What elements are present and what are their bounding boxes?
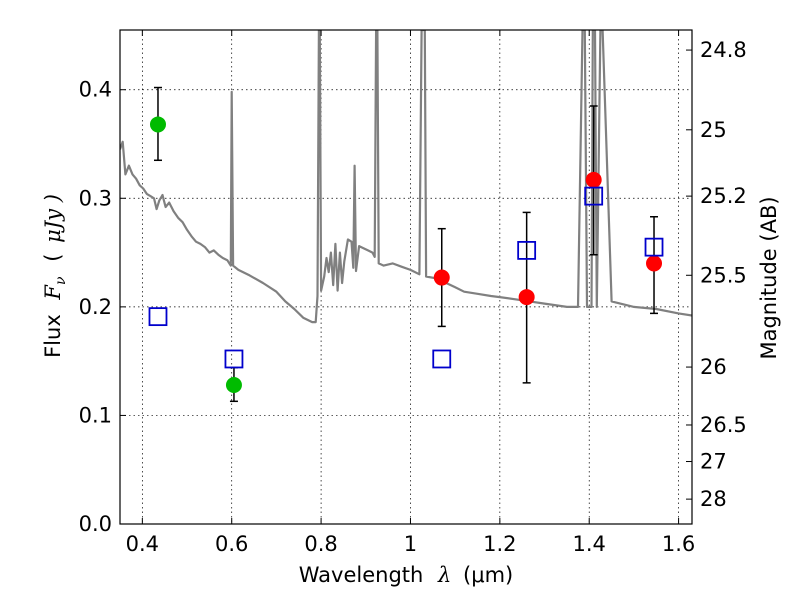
right-tick-label: 28 [700, 487, 727, 511]
right-tick-label: 25.2 [700, 184, 747, 208]
plot-area [120, 30, 692, 403]
model-flux-square [224, 349, 244, 369]
right-tick-label: 24.8 [700, 38, 747, 62]
right-tick-label: 25 [700, 118, 727, 142]
x-tick-label: 0.4 [126, 532, 159, 556]
x-axis-label-symbol: λ [437, 563, 451, 587]
y-axis-label-prefix: Flux [41, 314, 65, 358]
y-axis-label-symbol: F [41, 284, 65, 301]
y-tick-label: 0.2 [79, 295, 112, 319]
y-tick-label: 0.1 [79, 403, 112, 427]
model-flux-square [432, 349, 452, 369]
right-tick-label: 26 [700, 355, 727, 379]
y-tick-label: 0.3 [79, 186, 112, 210]
x-tick-label: 0.8 [304, 532, 337, 556]
y-axis-label-open: ( [41, 254, 65, 262]
x-axis-label-prefix: Wavelength [299, 563, 424, 587]
red-data-point [585, 171, 602, 188]
template-spectrum-line [120, 30, 692, 324]
right-axis-label: Magnitude (AB) [757, 196, 781, 359]
x-tick-label: 1 [404, 532, 417, 556]
y-tick-label: 0.0 [79, 512, 112, 536]
model-flux-square [644, 237, 664, 257]
y-axis-label-subscript: ν [53, 276, 69, 285]
right-tick-label: 25.5 [700, 263, 747, 287]
green-data-point [225, 377, 242, 394]
grid-lines [120, 30, 692, 525]
model-flux-square [517, 240, 537, 260]
green-data-point [149, 116, 166, 133]
x-axis-label-open: ( [463, 563, 471, 587]
x-tick-label: 0.6 [215, 532, 248, 556]
x-axis-label: Wavelength λ (μm) [299, 563, 513, 587]
model-flux-square [584, 186, 604, 206]
model-flux-square [148, 307, 168, 327]
red-data-point [646, 255, 663, 272]
red-data-point [433, 269, 450, 286]
axes-frame [119, 29, 693, 525]
red-data-point [518, 289, 535, 306]
y-axis-label: Flux Fν ( μJy ) [41, 194, 70, 358]
x-tick-label: 1.4 [573, 532, 606, 556]
axis-ticks: 0.4 0.6 0.8 1 1.2 1.4 1.6 0.0 0.1 0.2 0.3 0.4 24.8 25… [79, 30, 747, 556]
y-tick-label: 0.4 [79, 78, 112, 102]
right-tick-label: 27 [700, 450, 727, 474]
right-tick-label: 26.5 [700, 413, 747, 437]
y-axis-label-unit: μJy ) [41, 194, 65, 243]
x-axis-label-unit: μm) [471, 563, 513, 587]
x-tick-label: 1.2 [483, 532, 516, 556]
x-tick-label: 1.6 [662, 532, 695, 556]
